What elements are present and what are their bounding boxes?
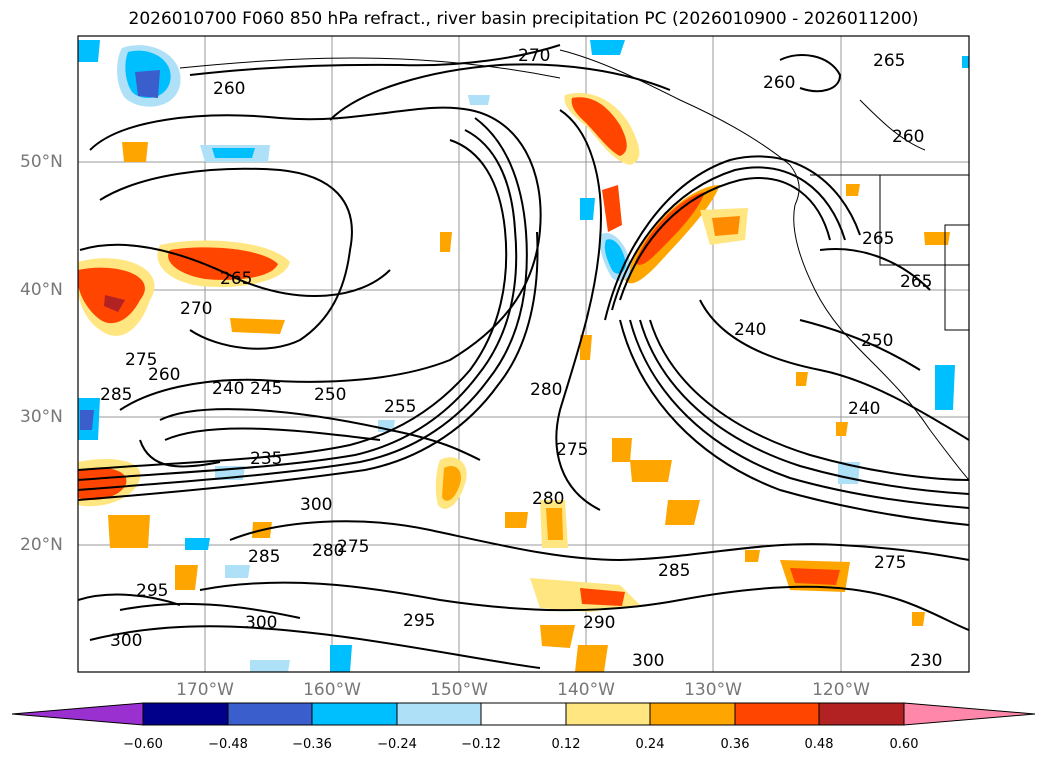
- colorbar-tick-label: 0.24: [635, 737, 665, 752]
- contour-label: 300: [300, 495, 332, 515]
- colorbar-tick-label: −0.24: [377, 737, 417, 752]
- colorbar-bin: [396, 702, 482, 726]
- contour-label: 255: [384, 397, 416, 417]
- contour-label: 235: [250, 449, 282, 469]
- colorbar-bin: [311, 702, 398, 726]
- lon-label: 150°W: [430, 680, 488, 700]
- contour-label: 260: [213, 79, 245, 99]
- contour-label: 265: [900, 272, 932, 292]
- lon-label: 120°W: [812, 680, 870, 700]
- contour-label: 295: [403, 611, 435, 631]
- contour-label: 285: [248, 547, 280, 567]
- contour-label: 250: [861, 331, 893, 351]
- lat-label: 50°N: [20, 152, 63, 172]
- colorbar-tick-label: 0.36: [720, 737, 750, 752]
- lat-label: 40°N: [20, 280, 63, 300]
- contour-label: 275: [337, 537, 369, 557]
- contour-label: 300: [245, 613, 277, 633]
- contour-label: 270: [518, 46, 550, 66]
- contour-label: 240: [734, 320, 766, 340]
- contour-label: 265: [220, 269, 252, 289]
- contour-label: 240: [212, 379, 244, 399]
- contour-label: 285: [658, 561, 690, 581]
- contour-label: 275: [125, 350, 157, 370]
- lon-label: 140°W: [557, 680, 615, 700]
- colorbar-tick-label: −0.36: [292, 737, 332, 752]
- colorbar: [11, 702, 1036, 726]
- colorbar-extend-max: [903, 702, 1036, 726]
- refractivity-contours: [78, 44, 969, 669]
- lon-label: 170°W: [176, 680, 234, 700]
- lon-label: 130°W: [684, 680, 742, 700]
- colorbar-extend-min: [11, 702, 144, 726]
- colorbar-tick-label: −0.60: [123, 737, 163, 752]
- contour-label: 250: [314, 385, 346, 405]
- contour-label: 300: [110, 631, 142, 651]
- contour-label: 295: [136, 581, 168, 601]
- contour-label: 260: [763, 73, 795, 93]
- colorbar-tick-label: 0.60: [889, 737, 919, 752]
- colorbar-tick-label: −0.12: [461, 737, 501, 752]
- contour-label: 275: [874, 553, 906, 573]
- contour-label: 260: [892, 127, 924, 147]
- precip-shading: [78, 40, 969, 672]
- contour-label: 300: [632, 651, 664, 671]
- contour-label: 275: [556, 440, 588, 460]
- contour-label: 230: [910, 651, 942, 671]
- lon-label: 160°W: [303, 680, 361, 700]
- colorbar-bin: [649, 702, 736, 726]
- contour-label: 280: [312, 541, 344, 561]
- contour-label: 280: [530, 380, 562, 400]
- contour-label: 270: [180, 299, 212, 319]
- colorbar-bin: [565, 702, 651, 726]
- colorbar-tick-label: 0.12: [551, 737, 581, 752]
- lat-label: 20°N: [20, 535, 63, 555]
- contour-label: 240: [848, 399, 880, 419]
- colorbar-tick-label: −0.48: [208, 737, 248, 752]
- contour-label: 245: [250, 379, 282, 399]
- contour-label: 265: [873, 51, 905, 71]
- colorbar-bin: [818, 702, 905, 726]
- colorbar-bin: [480, 702, 567, 726]
- colorbar-bin: [142, 702, 229, 726]
- contour-label: 285: [100, 385, 132, 405]
- map-frame: [77, 35, 970, 673]
- contour-label: 280: [532, 489, 564, 509]
- colorbar-tick-label: 0.48: [804, 737, 834, 752]
- contour-label: 265: [862, 229, 894, 249]
- contour-label: 260: [148, 365, 180, 385]
- contour-label: 290: [583, 613, 615, 633]
- lat-label: 30°N: [20, 407, 63, 427]
- colorbar-bin: [734, 702, 820, 726]
- colorbar-bin: [227, 702, 313, 726]
- chart-title: 2026010700 F060 850 hPa refract., river …: [128, 9, 919, 29]
- contour-label-group: 260 270 265 260 265 265 260 265 240 250 …: [100, 46, 942, 671]
